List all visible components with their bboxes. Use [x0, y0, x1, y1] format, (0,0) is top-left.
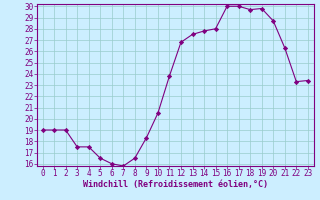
X-axis label: Windchill (Refroidissement éolien,°C): Windchill (Refroidissement éolien,°C) [83, 180, 268, 189]
